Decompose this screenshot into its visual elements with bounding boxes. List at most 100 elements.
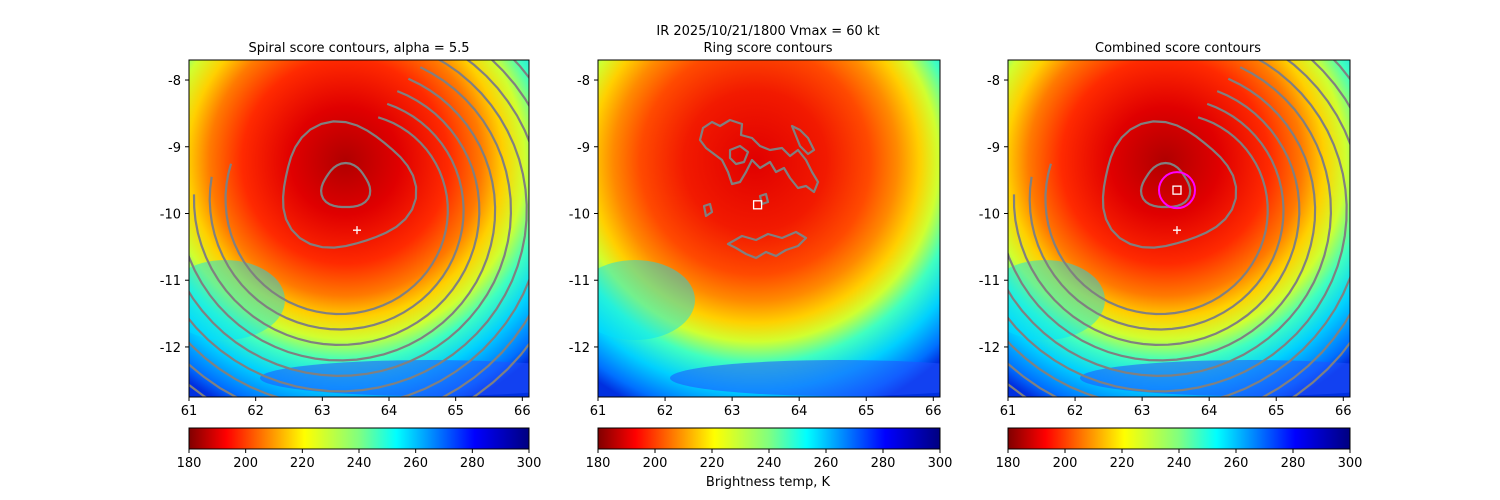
- center-square-marker: [1172, 185, 1182, 195]
- x-tick-label: 66: [1335, 404, 1352, 419]
- colorbar-label: Brightness temp, K: [706, 475, 831, 490]
- colorbar-gradient-ring: [597, 427, 941, 450]
- y-tick-label: -11: [160, 274, 181, 289]
- axes-frame-combined: [1007, 59, 1351, 398]
- colorbar-ring: 180 200 220 240 260 280 300: [586, 427, 953, 471]
- spiral-contour-arc: [189, 60, 528, 393]
- warm-band-spiral: [189, 260, 285, 340]
- colorbar-tick-label: 240: [347, 456, 372, 471]
- colorbar-tick-label: 220: [1110, 456, 1135, 471]
- colorbar-tick-label: 300: [928, 456, 953, 471]
- spiral-contour-arc: [208, 102, 465, 331]
- y-tick-label: -9: [987, 141, 1000, 156]
- x-tick-label: 64: [791, 404, 808, 419]
- spiral-contour-arc: [1008, 77, 1317, 362]
- y-tick-label: -9: [168, 141, 181, 156]
- spiral-contour-arc: [1008, 66, 1333, 378]
- ring-contour-west: [702, 202, 714, 218]
- y-tick-label: -10: [569, 207, 590, 222]
- panel-combined: Combined score contours 61 62 63 64 65 66 -8 -9…: [979, 41, 1363, 471]
- colorbar-tick-label: 280: [1281, 456, 1306, 471]
- x-tick-label: 63: [314, 404, 331, 419]
- panel-title-combined: Combined score contours: [1095, 41, 1261, 56]
- x-tick-label: 61: [1000, 404, 1017, 419]
- axes-frame-ring: [597, 59, 941, 398]
- center-plus-marker: [353, 226, 361, 235]
- x-tick-label: 63: [1134, 404, 1151, 419]
- colorbar-gradient-combined: [1007, 427, 1351, 450]
- spiral-contour-arc: [1044, 116, 1269, 316]
- x-tick-label: 61: [181, 404, 198, 419]
- cold-band-combined: [1080, 360, 1350, 396]
- colorbar-gradient-spiral: [188, 427, 530, 450]
- colorbar-tick-label: 200: [643, 456, 668, 471]
- spiral-contour-closed: [281, 120, 418, 249]
- panel-ring: Ring score contours 61 62 63 64 65 66 -8 -9 -10 -…: [569, 41, 953, 490]
- spiral-contour-closed: [1139, 161, 1192, 209]
- colorbar-tick-label: 180: [996, 456, 1021, 471]
- spiral-contour-arc: [1012, 90, 1301, 347]
- x-tick-label: 65: [1268, 404, 1285, 419]
- panel-title-spiral: Spiral score contours, alpha = 5.5: [248, 41, 469, 56]
- cold-band-ring: [670, 360, 940, 396]
- x-tick-label: 62: [657, 404, 674, 419]
- axis-ticks-spiral: 61 62 63 64 65 66 -8 -9 -10 -11 -12: [160, 74, 531, 419]
- colorbar-tick-label: 180: [177, 456, 202, 471]
- colorbar-tick-label: 200: [1053, 456, 1078, 471]
- spiral-contour-arc: [1028, 102, 1285, 331]
- ring-contour-south: [726, 230, 808, 260]
- colorbar-tick-label: 240: [757, 456, 782, 471]
- spiral-contour-arc: [1008, 60, 1348, 393]
- magenta-ring-marker: [1157, 171, 1196, 210]
- center-plus-marker: [1172, 226, 1181, 235]
- spiral-contour-arc: [224, 116, 449, 316]
- colorbar-tick-label: 200: [233, 456, 258, 471]
- y-tick-label: -11: [979, 274, 1000, 289]
- colorbar-tick-label: 180: [586, 456, 611, 471]
- panel-spiral: Spiral score contours, alpha = 5.5 61 62 6…: [160, 41, 542, 471]
- ring-contour-north-2: [728, 144, 750, 166]
- spiral-contour-closed: [319, 161, 372, 209]
- x-tick-label: 66: [514, 404, 531, 419]
- marker-group-combined: [1157, 171, 1196, 235]
- axis-ticks-ring: 61 62 63 64 65 66 -8 -9 -10 -11 -12: [569, 74, 942, 419]
- warm-band-combined: [1008, 260, 1105, 340]
- figure-suptitle: IR 2025/10/21/1800 Vmax = 60 kt: [656, 24, 879, 39]
- spiral-contour-arc: [189, 60, 529, 397]
- ring-contour-east: [790, 124, 816, 156]
- x-tick-label: 65: [858, 404, 875, 419]
- colorbar-tick-label: 240: [1167, 456, 1192, 471]
- y-tick-label: -12: [979, 341, 1000, 356]
- spiral-contour-arc: [189, 66, 513, 378]
- center-square-marker: [752, 200, 763, 210]
- spiral-contour-closed: [1101, 120, 1238, 249]
- y-tick-label: -8: [987, 74, 1000, 89]
- y-tick-label: -8: [168, 74, 181, 89]
- spiral-contour-arc: [1008, 60, 1350, 397]
- x-tick-label: 63: [724, 404, 741, 419]
- spiral-contour-arc: [189, 77, 497, 362]
- marker-group-spiral: [353, 226, 361, 235]
- colorbar-tick-label: 280: [460, 456, 485, 471]
- spiral-contour-arc: [189, 60, 529, 397]
- marker-group-ring: [752, 200, 763, 210]
- ring-contour-group: [698, 118, 820, 260]
- cold-band-spiral: [260, 360, 529, 396]
- colorbar-tick-label: 280: [871, 456, 896, 471]
- spiral-contour-arc: [1008, 60, 1350, 397]
- axes-frame-spiral: [188, 59, 530, 398]
- spiral-contour-group: [189, 60, 529, 397]
- y-tick-label: -8: [577, 74, 590, 89]
- y-tick-label: -12: [160, 341, 181, 356]
- x-tick-label: 64: [381, 404, 398, 419]
- colorbar-tick-label: 300: [517, 456, 542, 471]
- brightness-field-ring: [598, 60, 940, 397]
- colorbar-tick-label: 260: [403, 456, 428, 471]
- x-tick-label: 65: [447, 404, 464, 419]
- colorbar-tick-label: 260: [1224, 456, 1249, 471]
- ring-contour-north: [698, 118, 820, 194]
- brightness-field-spiral: [189, 60, 529, 397]
- colorbar-tick-label: 220: [700, 456, 725, 471]
- colorbar-ticks-combined: 180 200 220 240 260 280 300: [996, 449, 1362, 471]
